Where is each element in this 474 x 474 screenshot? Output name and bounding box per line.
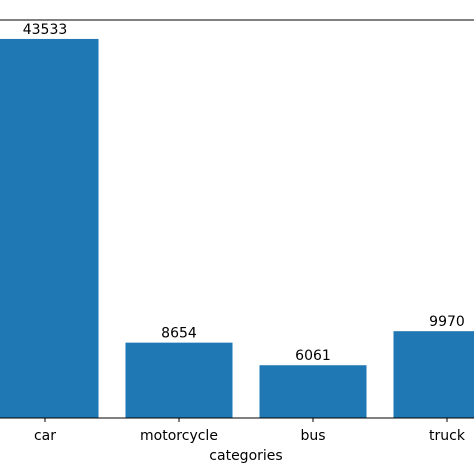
x-tick-label: truck bbox=[429, 428, 466, 444]
bar bbox=[393, 331, 474, 418]
bar bbox=[259, 365, 367, 418]
bar bbox=[0, 38, 99, 418]
x-tick-label: car bbox=[34, 428, 56, 444]
value-label: 8654 bbox=[161, 326, 197, 342]
value-label: 43533 bbox=[23, 22, 68, 38]
x-tick-label: motorcycle bbox=[140, 428, 218, 444]
x-axis-label: categories bbox=[209, 448, 282, 464]
value-label: 9970 bbox=[429, 314, 465, 330]
bar bbox=[125, 342, 233, 418]
value-label: 6061 bbox=[295, 348, 331, 364]
x-tick-label: bus bbox=[300, 428, 325, 444]
